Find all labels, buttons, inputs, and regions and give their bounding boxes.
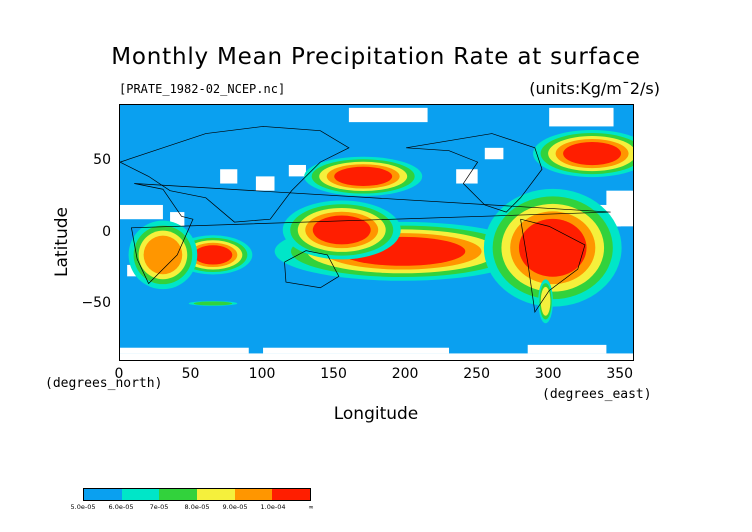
missing-data-patch — [120, 347, 249, 354]
coastline — [131, 183, 611, 285]
x-tick-label: 300 — [534, 366, 562, 382]
missing-data-patch — [263, 347, 450, 354]
x-tick-label: 200 — [391, 366, 419, 382]
missing-data-patch — [348, 107, 428, 123]
precipitation-map — [120, 107, 633, 360]
coastline — [406, 133, 543, 213]
y-tick-label: −50 — [81, 294, 111, 311]
y-tick-label: 0 — [102, 223, 111, 240]
colorbar-label: 7e-05 — [149, 503, 169, 511]
x-tick-label: 0 — [114, 366, 124, 382]
y-tick-label: 50 — [93, 152, 111, 169]
colorbar-segment — [197, 489, 235, 500]
colorbar-segment — [84, 489, 122, 500]
coastline — [520, 218, 586, 313]
coastline — [120, 126, 350, 223]
missing-data-patch — [120, 204, 163, 220]
missing-data-patch — [120, 353, 633, 360]
colorbar-segment — [159, 489, 198, 500]
precip-contour — [312, 215, 371, 245]
missing-data-patch — [288, 164, 306, 177]
units-label: (units:Kg/m¯2/s) — [529, 79, 660, 98]
colorbar — [83, 488, 311, 501]
x-tick-label: 150 — [320, 366, 347, 382]
precip-contour — [193, 245, 233, 265]
x-tick-label: 100 — [248, 366, 276, 382]
missing-data-patch — [527, 344, 607, 354]
file-name-label: [PRATE_1982-02_NCEP.nc] — [119, 82, 286, 96]
y-axis-label: Latitude — [52, 207, 72, 277]
x-axis-unit: (degrees_east) — [542, 387, 652, 402]
colorbar-label: 9.0e-05 — [222, 503, 248, 511]
x-tick-label: 250 — [463, 366, 490, 382]
x-tick-label: 50 — [181, 366, 200, 382]
missing-data-patch — [484, 147, 504, 160]
missing-data-patch — [255, 176, 275, 191]
x-axis-label: Longitude — [333, 404, 419, 424]
coastline — [284, 250, 340, 289]
x-tick-label: 350 — [606, 366, 634, 382]
colorbar-label: 1.0e-04 — [260, 503, 286, 511]
colorbar-label: ∞ — [308, 503, 314, 511]
precip-contour — [334, 166, 393, 187]
colorbar-segment — [272, 489, 311, 500]
colorbar-label: 8.0e-05 — [184, 503, 210, 511]
colorbar-segment — [234, 489, 273, 500]
precip-contour — [143, 235, 183, 275]
missing-data-patch — [549, 107, 614, 127]
precip-contour — [563, 141, 622, 166]
precip-contour — [540, 286, 551, 316]
precip-contour — [518, 218, 587, 277]
colorbar-labels: 5.0e-05 6.0e-05 7e-05 8.0e-05 9.0e-05 1.0e-04… — [71, 503, 333, 515]
chart-title: Monthly Mean Precipitation Rate at surfa… — [111, 44, 641, 70]
precip-contour — [193, 301, 233, 306]
y-axis-unit: (degrees_north) — [45, 376, 163, 391]
missing-data-patch — [220, 169, 238, 184]
colorbar-label: 5.0e-05 — [70, 503, 96, 511]
colorbar-segment — [121, 489, 160, 500]
plot-area — [119, 104, 634, 361]
missing-data-patch — [456, 169, 478, 184]
colorbar-label: 6.0e-05 — [108, 503, 134, 511]
